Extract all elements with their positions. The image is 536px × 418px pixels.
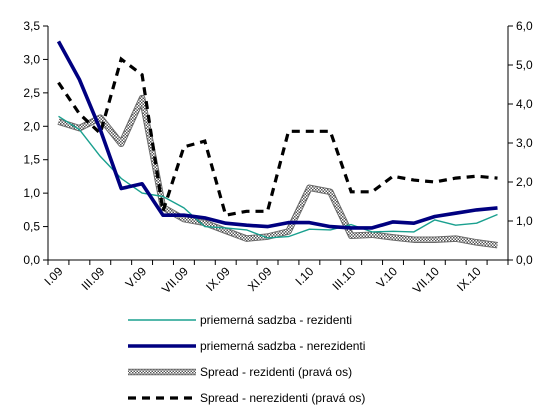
right-tick-label: 6,0 [516,19,533,33]
left-tick-label: 1,0 [23,186,40,200]
x-tick-label: VII.09 [159,264,191,296]
series-line-thick [56,40,498,230]
left-tick-label: 1,5 [23,153,40,167]
x-tick-label: III.09 [79,264,108,293]
legend-label: Spread - rezidenti (pravá os) [200,365,352,379]
x-tick-label: V.09 [123,264,150,291]
left-tick-label: 3,0 [23,52,40,66]
right-tick-label: 2,0 [516,175,533,189]
left-tick-label: 2,5 [23,86,40,100]
x-tick-label: I.09 [42,264,66,288]
x-tick-label: III.10 [330,264,359,293]
x-tick-label: V.10 [374,264,401,291]
tick-labels: 0,0 0,5 1,0 1,5 2,0 2,5 3,0 3,5 0,0 1,0 2,0 3,0 4,0 5… [23,19,533,296]
left-tick-label: 0,0 [23,253,40,267]
legend-label: priemerná sadzba - nerezidenti [200,339,365,353]
right-tick-label: 3,0 [516,136,533,150]
right-tick-label: 1,0 [516,214,533,228]
left-tick-label: 0,5 [23,220,40,234]
x-tick-label: VII.10 [410,264,442,296]
series-line-hatched [57,95,498,248]
right-tick-label: 4,0 [516,97,533,111]
series-lines [56,40,498,249]
left-tick-label: 3,5 [23,19,40,33]
left-tick-label: 2,0 [23,119,40,133]
x-tick-label: IX.10 [454,264,484,294]
x-tick-label: IX.09 [203,264,233,294]
legend: priemerná sadzba - rezidenti priemerná sa… [128,313,365,405]
right-tick-label: 5,0 [516,58,533,72]
right-tick-label: 0,0 [516,253,533,267]
series-line-dashed [57,56,498,218]
legend-label: Spread - nerezidenti (pravá os) [200,391,365,405]
x-tick-label: XI.09 [245,264,275,294]
x-tick-label: I.10 [292,264,316,288]
legend-label: priemerná sadzba - rezidenti [200,313,352,327]
axes [43,25,513,265]
